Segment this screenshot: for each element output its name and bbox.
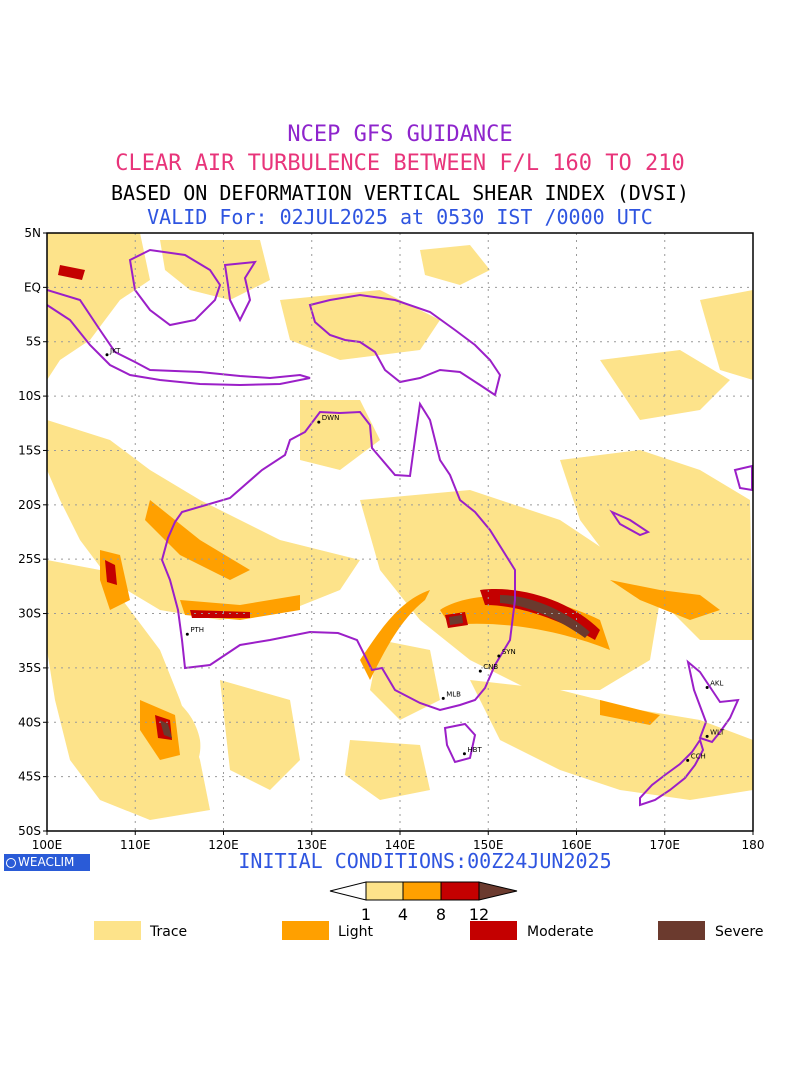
severe-areas: [160, 595, 590, 738]
city-dot: [478, 669, 482, 673]
lon-label: 170E: [650, 838, 681, 852]
city-dot: [185, 632, 189, 636]
lat-label: 10S: [18, 389, 41, 403]
lat-label: 25S: [18, 552, 41, 566]
legend-moderate-label: Moderate: [527, 924, 594, 940]
lat-label: 15S: [18, 443, 41, 457]
city-dot: [105, 353, 109, 357]
lat-label: 5N: [24, 226, 41, 240]
title-line-2: CLEAR AIR TURBULENCE BETWEEN F/L 160 TO …: [115, 151, 685, 176]
lat-label: 45S: [18, 770, 41, 784]
legend-severe-label: Severe: [715, 924, 763, 940]
city-label: AKL: [710, 679, 723, 687]
lat-label: 20S: [18, 498, 41, 512]
city-dot: [705, 685, 709, 689]
title-line-1: NCEP GFS GUIDANCE: [287, 122, 513, 147]
australia-coast: [160, 401, 516, 712]
trace-areas: [47, 233, 753, 820]
lat-label: 50S: [18, 824, 41, 838]
lon-label: 110E: [120, 838, 151, 852]
city-dot: [497, 654, 501, 658]
city-label: WLT: [710, 728, 725, 736]
lon-label: 150E: [473, 838, 504, 852]
weaclim-logo-icon: [6, 858, 16, 868]
city-label: HBT: [467, 746, 482, 754]
borneo-coast: [128, 248, 222, 327]
turbulence-fields: [47, 233, 753, 820]
new-caledonia-coast: [609, 509, 651, 537]
badge-label: WEACLIM: [18, 855, 75, 869]
longitude-axis: 100E 110E 120E 130E 140E 150E 160E 170E 180: [32, 831, 765, 852]
lon-label: 160E: [561, 838, 592, 852]
city-label: DWN: [322, 414, 340, 422]
lon-label: 120E: [208, 838, 239, 852]
city-markers: JKT DWN PTH SYN CNB MLB HBT AKL WLT CCH: [105, 347, 725, 762]
nz-north-island-coast: [686, 659, 740, 744]
lat-label: 35S: [18, 661, 41, 675]
legend-severe-swatch: [658, 921, 705, 940]
city-label: MLB: [446, 690, 461, 698]
legend-light-swatch: [282, 921, 329, 940]
tasmania-coast: [443, 722, 477, 764]
city-dot: [686, 758, 690, 762]
legend-moderate-swatch: [470, 921, 517, 940]
weaclim-badge: WEACLIM: [4, 854, 90, 871]
scale-light: [402, 881, 442, 901]
city-label: JKT: [109, 347, 121, 355]
new-guinea-coast: [308, 293, 502, 397]
sumatra-java-coast: [47, 289, 311, 387]
lon-label: 140E: [385, 838, 416, 852]
city-dot: [317, 420, 321, 424]
sulawesi-coast: [223, 260, 257, 323]
lat-label: 40S: [18, 715, 41, 729]
city-label: SYN: [502, 648, 516, 656]
scale-tick-1: 1: [361, 905, 371, 924]
city-label: CCH: [691, 752, 706, 760]
lon-label: 180: [742, 838, 765, 852]
scale-severe-arrow: [478, 881, 518, 901]
title-line-3: BASED ON DEFORMATION VERTICAL SHEAR INDE…: [111, 181, 689, 205]
lat-label: 5S: [26, 335, 41, 349]
lat-label: EQ: [24, 280, 41, 294]
title-line-4: VALID For: 02JUL2025 at 0530 IST /0000 U…: [147, 205, 653, 229]
scale-moderate: [440, 881, 480, 901]
category-legend: Trace Light Moderate Severe: [94, 921, 763, 940]
city-dot: [441, 696, 445, 700]
fiji-coast: [733, 464, 753, 492]
city-dot: [462, 752, 466, 756]
latitude-axis: 5N EQ 5S 10S 15S 20S 25S 30S 35S 40S 45S 50S: [18, 226, 47, 838]
city-label: PTH: [190, 626, 204, 634]
legend-light-label: Light: [338, 924, 373, 940]
scale-tick-12: 12: [469, 905, 489, 924]
legend-trace-swatch: [94, 921, 141, 940]
coastlines: [47, 248, 753, 807]
city-dot: [705, 734, 709, 738]
lat-label: 30S: [18, 607, 41, 621]
scale-trace: [365, 881, 404, 901]
grid-lines: [47, 233, 753, 831]
scale-tick-4: 4: [398, 905, 408, 924]
nz-south-island-coast: [639, 737, 705, 807]
color-scale: 1 4 8 12: [329, 881, 518, 924]
scale-tick-8: 8: [436, 905, 446, 924]
city-label: CNB: [483, 663, 498, 671]
lon-label: 130E: [297, 838, 328, 852]
initial-conditions: INITIAL CONDITIONS:00Z24JUN2025: [238, 849, 612, 873]
lon-label: 100E: [32, 838, 63, 852]
scale-under-arrow: [329, 881, 367, 901]
legend-trace-label: Trace: [149, 924, 187, 940]
